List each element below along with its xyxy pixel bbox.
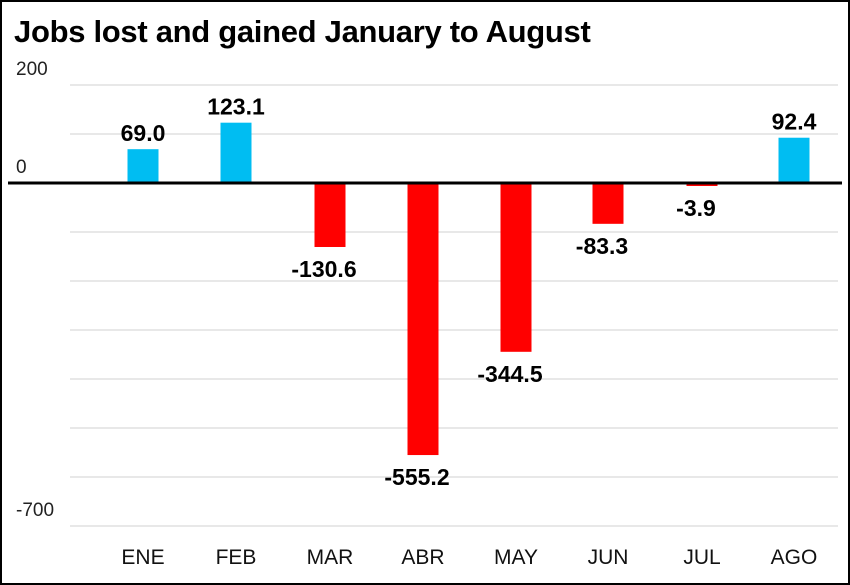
bar-may (500, 183, 532, 352)
data-label-jul: -3.9 (676, 195, 716, 221)
x-tick-label-mar: MAR (307, 546, 354, 569)
y-tick-label: -700 (16, 500, 54, 521)
bar-ago (778, 137, 810, 183)
x-axis-tick-labels: ENE FEB MAR ABR MAY JUN JUL AGO (121, 546, 817, 569)
x-tick-label-jul: JUL (683, 546, 720, 569)
x-tick-label-may: MAY (494, 546, 538, 569)
y-tick-label: 200 (16, 59, 48, 80)
data-label-jun: -83.3 (576, 233, 628, 259)
x-tick-label-abr: ABR (401, 546, 444, 569)
bar-mar (314, 183, 346, 247)
x-tick-label-feb: FEB (216, 546, 257, 569)
bars (127, 122, 810, 456)
data-label-ago: 92.4 (772, 109, 817, 135)
y-tick-label: 0 (16, 157, 27, 178)
data-label-abr: -555.2 (384, 464, 449, 490)
data-label-ene: 69.0 (121, 120, 166, 146)
x-tick-label-ago: AGO (771, 546, 818, 569)
x-tick-label-ene: ENE (121, 546, 164, 569)
bar-feb (220, 122, 252, 183)
chart-title: Jobs lost and gained January to August (14, 14, 591, 49)
gridlines (70, 84, 838, 527)
data-label-mar: -130.6 (291, 256, 356, 282)
x-tick-label-jun: JUN (588, 546, 629, 569)
y-axis-tick-labels: 200 0 -700 (16, 59, 54, 521)
data-label-may: -344.5 (477, 361, 542, 387)
data-labels: 69.0 123.1 -130.6 -555.2 -344.5 -83.3 -3.9 92.4 (121, 94, 817, 490)
bar-jun (592, 183, 624, 224)
data-label-feb: 123.1 (207, 94, 265, 120)
bar-ene (127, 149, 159, 183)
bar-abr (407, 183, 439, 456)
